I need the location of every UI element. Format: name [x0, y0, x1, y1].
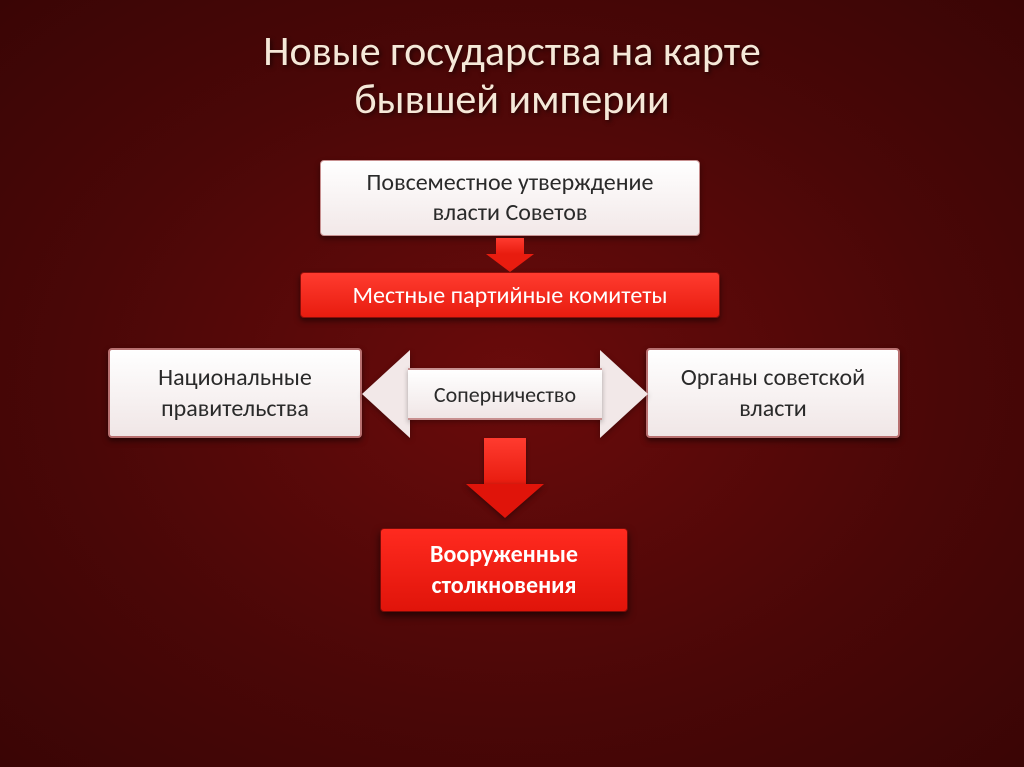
arrow-double-right-head	[600, 350, 648, 438]
node-bottom: Вооруженные столкновения	[380, 528, 628, 612]
node-center: Соперничество	[408, 368, 602, 420]
title-line2: бывшей империи	[354, 74, 670, 125]
node-bottom-text: Вооруженные столкновения	[389, 539, 619, 601]
node-left: Национальные правительства	[108, 348, 362, 438]
arrow-double-left-head	[362, 350, 410, 438]
arrow-big-down-stem	[484, 438, 526, 484]
node-right-text: Органы советской власти	[656, 362, 890, 424]
page-title: Новые государства на карте бывшей импери…	[0, 0, 1024, 125]
arrow-big-down-head	[466, 484, 544, 518]
node-center-text: Соперничество	[434, 381, 576, 408]
node-left-text: Национальные правительства	[118, 362, 352, 424]
node-right: Органы советской власти	[646, 348, 900, 438]
node-committees: Местные партийные комитеты	[300, 272, 720, 318]
arrow-small-down-head	[486, 254, 534, 272]
arrow-small-down-stem	[496, 238, 524, 254]
node-top-text: Повсеместное утверждение власти Советов	[341, 168, 679, 228]
node-committees-text: Местные партийные комитеты	[353, 281, 668, 310]
node-top: Повсеместное утверждение власти Советов	[320, 160, 700, 236]
title-line1: Новые государства на карте	[263, 26, 760, 77]
